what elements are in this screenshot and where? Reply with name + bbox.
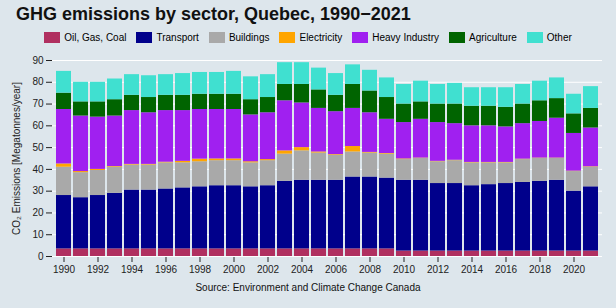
svg-text:60: 60: [32, 120, 44, 131]
svg-text:2010: 2010: [393, 264, 416, 275]
svg-text:2004: 2004: [291, 264, 314, 275]
svg-text:50: 50: [32, 142, 44, 153]
svg-text:2018: 2018: [529, 264, 552, 275]
svg-text:2006: 2006: [325, 264, 348, 275]
html-text:Electricity: Electricity: [299, 31, 343, 43]
svg-text:2014: 2014: [461, 264, 484, 275]
svg-text:1994: 1994: [121, 264, 144, 275]
svg-text:1996: 1996: [155, 264, 178, 275]
html-text:Other: Other: [546, 31, 572, 43]
svg-text:CO₂ Emissions [Megatonnes/year: CO₂ Emissions [Megatonnes/year]: [11, 82, 22, 235]
svg-text:70: 70: [32, 98, 44, 109]
html-text:Heavy Industry: Heavy Industry: [372, 31, 439, 43]
svg-text:90: 90: [32, 55, 44, 66]
svg-text:80: 80: [32, 76, 44, 87]
html-text:GHG emissions by sector, Quebe: GHG emissions by sector, Quebec, 1990−20…: [16, 4, 411, 24]
svg-text:2020: 2020: [563, 264, 586, 275]
svg-text:20: 20: [32, 207, 44, 218]
html-text:Transport: Transport: [156, 31, 199, 43]
svg-text:2016: 2016: [495, 264, 518, 275]
html-text:Agriculture: Agriculture: [469, 31, 517, 43]
svg-text:10: 10: [32, 229, 44, 240]
svg-text:30: 30: [32, 185, 44, 196]
svg-text:40: 40: [32, 164, 44, 175]
html-text:Source: Environment and Climat: Source: Environment and Climate Change C…: [195, 282, 421, 293]
svg-text:2008: 2008: [359, 264, 382, 275]
svg-text:1992: 1992: [87, 264, 110, 275]
svg-text:2002: 2002: [257, 264, 280, 275]
svg-text:2012: 2012: [427, 264, 450, 275]
svg-text:1990: 1990: [53, 264, 76, 275]
svg-text:2000: 2000: [223, 264, 246, 275]
html-text:Oil, Gas, Coal: Oil, Gas, Coal: [64, 31, 127, 43]
html-text:Buildings: Buildings: [228, 31, 270, 43]
svg-text:0: 0: [38, 251, 44, 262]
svg-text:1998: 1998: [189, 264, 212, 275]
